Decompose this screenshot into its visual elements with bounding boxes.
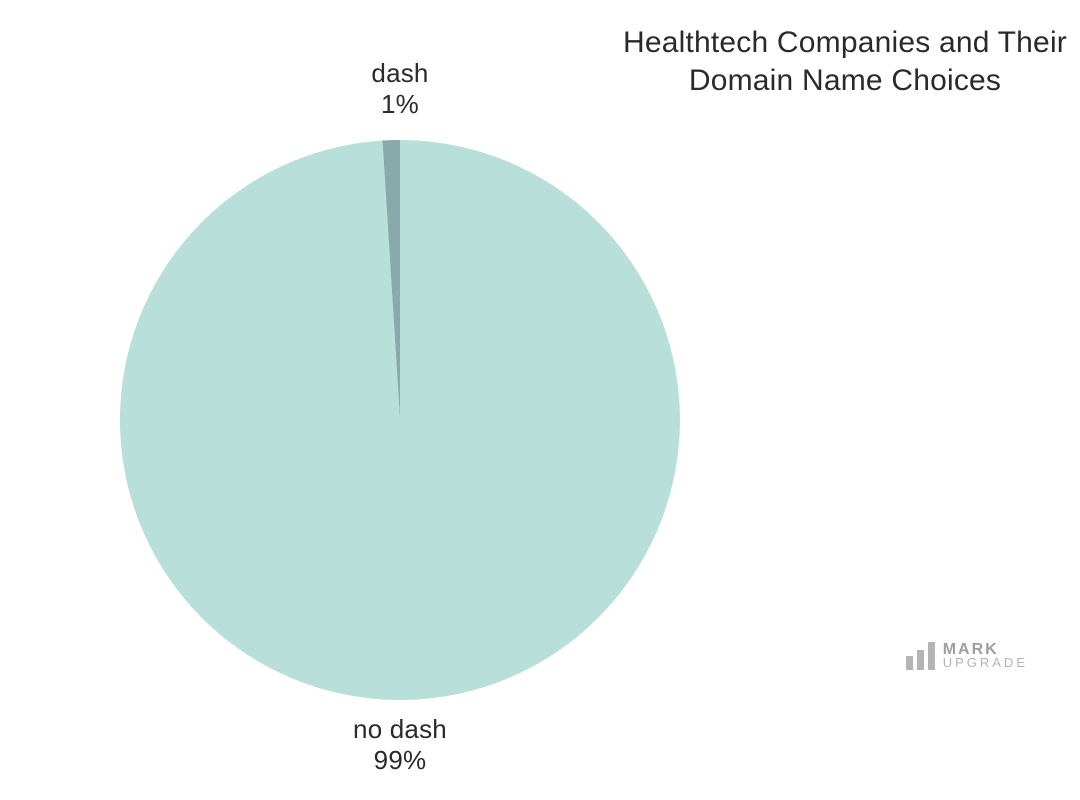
pie-svg [120, 140, 680, 700]
logo-line2: UPGRADE [943, 657, 1028, 669]
slice-pct-nodash: 99% [290, 745, 510, 776]
slice-pct-dash: 1% [310, 89, 490, 120]
slice-name-nodash: no dash [290, 714, 510, 745]
chart-canvas: Healthtech Companies and Their Domain Na… [0, 0, 1080, 800]
logo-bars-icon [906, 642, 935, 670]
logo-text: MARK UPGRADE [943, 642, 1028, 670]
slice-label-dash: dash 1% [310, 58, 490, 120]
chart-title: Healthtech Companies and Their Domain Na… [610, 24, 1080, 99]
pie-chart [120, 140, 680, 700]
slice-name-dash: dash [310, 58, 490, 89]
slice-label-nodash: no dash 99% [290, 714, 510, 776]
brand-logo: MARK UPGRADE [906, 642, 1028, 670]
